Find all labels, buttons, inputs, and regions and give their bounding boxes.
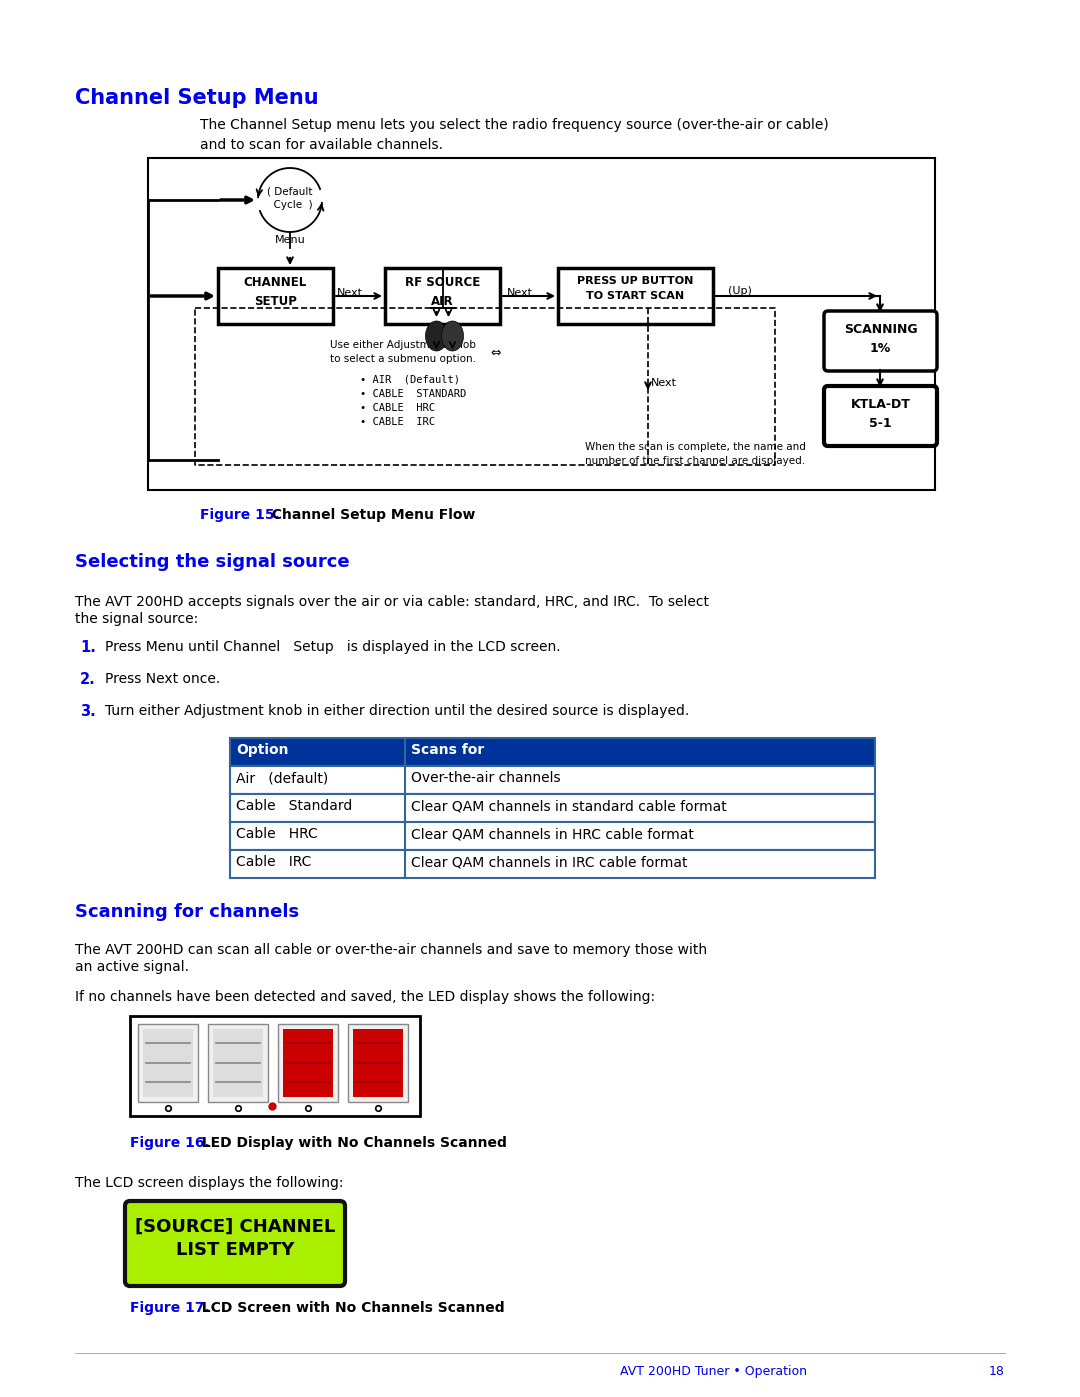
Text: The Channel Setup menu lets you select the radio frequency source (over-the-air : The Channel Setup menu lets you select t… [200,117,828,131]
Bar [208,1024,268,1102]
Text: Option: Option [237,743,288,757]
Text: number of the first channel are displayed.: number of the first channel are displaye… [585,455,805,467]
Text: 18: 18 [989,1365,1005,1377]
FancyBboxPatch shape [824,386,937,446]
Bar [230,793,875,821]
Text: Cable   Standard: Cable Standard [237,799,352,813]
Text: Next: Next [651,379,677,388]
Text: Next: Next [337,288,363,298]
FancyBboxPatch shape [824,312,937,372]
Text: Air   (default): Air (default) [237,771,328,785]
Bar [353,1030,403,1097]
Text: Channel Setup Menu Flow: Channel Setup Menu Flow [262,509,475,522]
Text: PRESS UP BUTTON
TO START SCAN: PRESS UP BUTTON TO START SCAN [578,277,693,300]
Ellipse shape [426,321,447,351]
Text: ( Default: ( Default [267,186,313,196]
Bar [353,1030,403,1097]
Text: and to scan for available channels.: and to scan for available channels. [200,138,443,152]
Text: 1.: 1. [80,640,96,655]
Text: Clear QAM channels in HRC cable format: Clear QAM channels in HRC cable format [411,827,693,841]
Text: When the scan is complete, the name and: When the scan is complete, the name and [585,441,806,453]
Bar [558,268,713,324]
FancyBboxPatch shape [125,1201,345,1287]
Bar [148,158,935,490]
Text: Use either Adjustment knob: Use either Adjustment knob [330,339,476,351]
Text: 2.: 2. [80,672,96,687]
Text: LIST EMPTY: LIST EMPTY [176,1241,294,1259]
Text: Cable   IRC: Cable IRC [237,855,311,869]
Text: • CABLE  IRC: • CABLE IRC [360,416,435,427]
Text: The AVT 200HD can scan all cable or over-the-air channels and save to memory tho: The AVT 200HD can scan all cable or over… [75,943,707,957]
Text: the signal source:: the signal source: [75,612,199,626]
Text: Next: Next [507,288,534,298]
Text: 3.: 3. [80,704,96,719]
Bar [230,766,875,793]
Text: Selecting the signal source: Selecting the signal source [75,553,350,571]
Text: Press Next once.: Press Next once. [105,672,220,686]
Bar [230,738,875,766]
Text: [SOURCE] CHANNEL: [SOURCE] CHANNEL [135,1218,335,1236]
Bar [283,1030,333,1097]
Text: Menu: Menu [274,235,306,244]
Text: an active signal.: an active signal. [75,960,189,974]
Text: Turn either Adjustment knob in either direction until the desired source is disp: Turn either Adjustment knob in either di… [105,704,689,718]
Text: 0: 0 [368,1045,388,1074]
Text: Scanning for channels: Scanning for channels [75,902,299,921]
Bar [138,1024,198,1102]
Bar [348,1024,408,1102]
Text: Cable   HRC: Cable HRC [237,827,318,841]
Text: • AIR  (Default): • AIR (Default) [360,374,460,386]
Bar [283,1030,333,1097]
Bar [230,849,875,877]
Text: CHANNEL
SETUP: CHANNEL SETUP [244,277,307,307]
Ellipse shape [442,321,463,351]
Text: If no channels have been detected and saved, the LED display shows the following: If no channels have been detected and sa… [75,990,656,1004]
Text: AVT 200HD Tuner • Operation: AVT 200HD Tuner • Operation [620,1365,807,1377]
Bar [230,821,875,849]
Text: (Up): (Up) [728,286,752,296]
Bar [213,1030,264,1097]
Bar [130,1016,420,1116]
Text: Clear QAM channels in IRC cable format: Clear QAM channels in IRC cable format [411,855,688,869]
Text: Scans for: Scans for [411,743,484,757]
Text: SCANNING
1%: SCANNING 1% [843,323,917,355]
Text: KTLA-DT
5-1: KTLA-DT 5-1 [851,398,910,430]
Bar [384,268,500,324]
Text: LED Display with No Channels Scanned: LED Display with No Channels Scanned [192,1136,507,1150]
Text: LCD Screen with No Channels Scanned: LCD Screen with No Channels Scanned [192,1301,504,1315]
Text: Press Menu until Channel   Setup   is displayed in the LCD screen.: Press Menu until Channel Setup is displa… [105,640,561,654]
Text: Channel Setup Menu: Channel Setup Menu [75,88,319,108]
Text: Clear QAM channels in standard cable format: Clear QAM channels in standard cable for… [411,799,727,813]
Text: ⇔: ⇔ [490,346,501,360]
Text: Figure 15.: Figure 15. [200,509,280,522]
Text: Figure 17.: Figure 17. [130,1301,210,1315]
Bar [143,1030,193,1097]
Text: Cycle  ): Cycle ) [267,200,313,210]
Text: 0: 0 [299,1045,318,1074]
Text: • CABLE  HRC: • CABLE HRC [360,402,435,414]
Text: to select a submenu option.: to select a submenu option. [330,353,476,365]
Text: Figure 16.: Figure 16. [130,1136,210,1150]
Text: • CABLE  STANDARD: • CABLE STANDARD [360,388,467,400]
Text: The AVT 200HD accepts signals over the air or via cable: standard, HRC, and IRC.: The AVT 200HD accepts signals over the a… [75,595,708,609]
Text: RF SOURCE
AIR: RF SOURCE AIR [405,277,481,307]
Text: The LCD screen displays the following:: The LCD screen displays the following: [75,1176,343,1190]
Bar [218,268,333,324]
Bar [278,1024,338,1102]
Text: Over-the-air channels: Over-the-air channels [411,771,561,785]
